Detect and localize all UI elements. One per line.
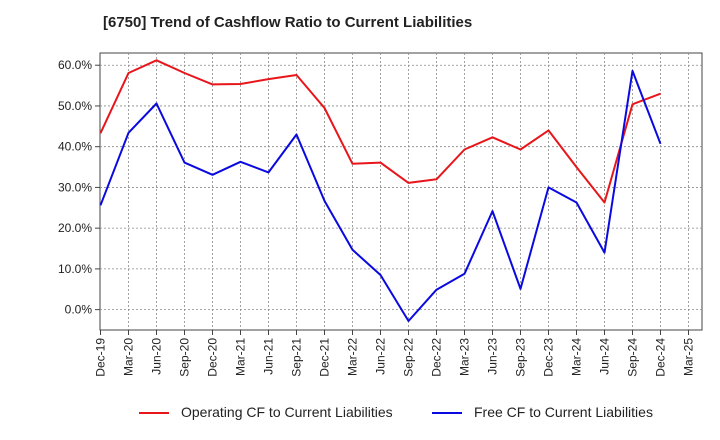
y-tick-label: 10.0% [58,262,92,276]
legend-label-operating-cf: Operating CF to Current Liabilities [181,404,393,420]
y-tick-label: 20.0% [58,221,92,235]
x-tick-label: Dec-21 [318,338,332,377]
x-tick-label: Sep-22 [402,338,416,377]
y-tick-label: 40.0% [58,140,92,154]
x-tick-label: Mar-23 [458,338,472,376]
x-tick-label: Jun-24 [598,338,612,375]
series-lines [99,59,662,322]
y-tick-label: 0.0% [65,303,93,317]
x-tick-label: Jun-20 [150,338,164,375]
legend-swatch-free-cf [432,412,462,415]
x-tick-label: Mar-22 [346,338,360,376]
legend-swatch-operating-cf [139,412,169,415]
x-tick-label: Sep-20 [178,338,192,377]
y-tick-label: 50.0% [58,99,92,113]
x-tick-label: Dec-22 [430,338,444,377]
x-tick-label: Jun-21 [262,338,276,375]
x-tick-label: Mar-21 [234,338,248,376]
chart-title: [6750] Trend of Cashflow Ratio to Curren… [103,14,473,31]
x-tick-label: Sep-21 [290,338,304,377]
x-tick-label: Mar-25 [682,338,696,376]
legend-label-free-cf: Free CF to Current Liabilities [474,404,653,420]
x-tick-label: Dec-19 [94,338,108,377]
x-tick-label: Jun-22 [374,338,388,375]
legend-item-free-cf: Free CF to Current Liabilities [432,404,653,420]
plot-area [99,52,703,331]
y-tick-label: 60.0% [58,58,92,72]
x-tick-label: Jun-23 [486,338,500,375]
y-axis: 0.0% 10.0% 20.0% 30.0% 40.0% 50.0% 60.0% [58,58,100,317]
x-tick-label: Dec-23 [542,338,556,377]
x-tick-label: Dec-24 [654,338,668,377]
x-tick-label: Mar-20 [122,338,136,376]
x-tick-label: Mar-24 [570,338,584,376]
series-line-free-cf [99,69,662,322]
y-tick-label: 30.0% [58,180,92,194]
x-tick-label: Sep-24 [626,338,640,377]
x-tick-label: Sep-23 [514,338,528,377]
legend-item-operating-cf: Operating CF to Current Liabilities [139,404,393,420]
series-line-operating-cf [99,59,661,204]
x-axis: Dec-19 Mar-20 Jun-20 Sep-20 Dec-20 Mar-21 Jun-… [94,330,696,377]
x-tick-label: Dec-20 [206,338,220,377]
